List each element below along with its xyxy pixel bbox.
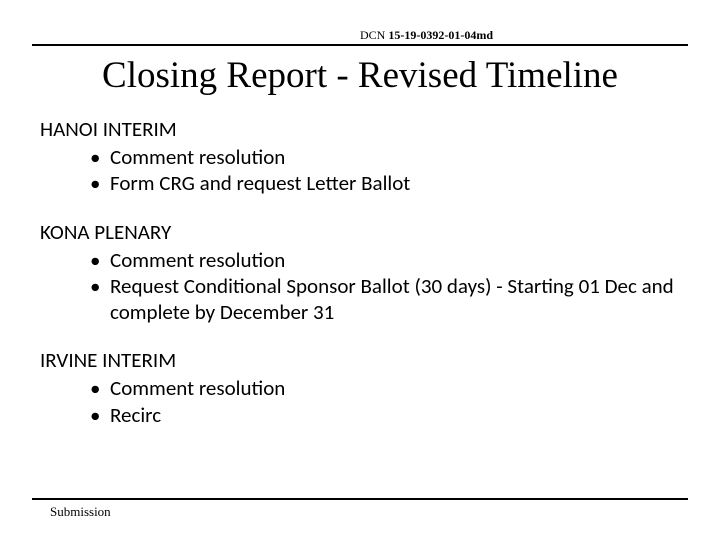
bullet-list: Comment resolution Request Conditional S… [40, 247, 680, 326]
list-item: Recirc [90, 402, 680, 428]
section-kona: KONA PLENARY Comment resolution Request … [40, 219, 680, 326]
slide-page: DCN 15-19-0392-01-04md Closing Report - … [0, 0, 720, 540]
page-title: Closing Report - Revised Timeline [0, 54, 720, 97]
list-item: Comment resolution [90, 375, 680, 401]
list-item: Comment resolution [90, 144, 680, 170]
list-item: Request Conditional Sponsor Ballot (30 d… [90, 273, 680, 326]
bullet-list: Comment resolution Form CRG and request … [40, 144, 680, 197]
list-item: Comment resolution [90, 247, 680, 273]
top-rule [32, 44, 688, 46]
section-irvine: IRVINE INTERIM Comment resolution Recirc [40, 347, 680, 428]
bottom-rule [32, 498, 688, 500]
section-hanoi: HANOI INTERIM Comment resolution Form CR… [40, 116, 680, 197]
dcn-number: 15-19-0392-01-04md [388, 28, 493, 42]
list-item: Form CRG and request Letter Ballot [90, 170, 680, 196]
bullet-list: Comment resolution Recirc [40, 375, 680, 428]
dcn-line: DCN 15-19-0392-01-04md [360, 28, 493, 43]
section-heading: IRVINE INTERIM [40, 347, 680, 373]
section-heading: KONA PLENARY [40, 219, 680, 245]
footer-text: Submission [50, 504, 111, 520]
content-area: HANOI INTERIM Comment resolution Form CR… [40, 116, 680, 450]
section-heading: HANOI INTERIM [40, 116, 680, 142]
dcn-label: DCN [360, 28, 388, 42]
